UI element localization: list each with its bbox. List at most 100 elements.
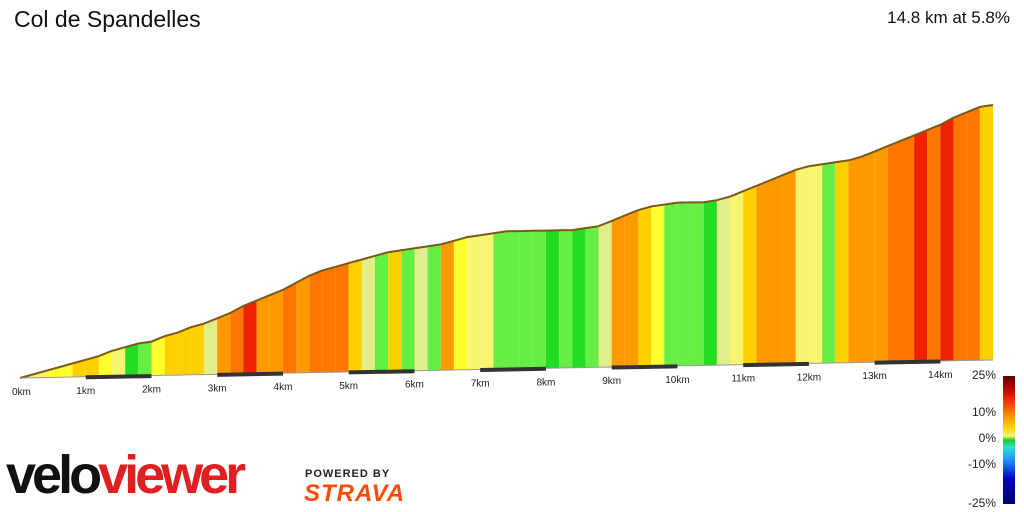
- gradient-segment: [559, 230, 573, 368]
- gradient-segment: [532, 230, 546, 369]
- km-segment-marker: [480, 366, 546, 372]
- gradient-segment: [677, 202, 691, 366]
- gradient-segment: [743, 185, 757, 365]
- gradient-segment: [414, 246, 428, 371]
- gradient-segment: [256, 295, 270, 374]
- gradient-segment: [98, 350, 112, 377]
- chart-title: Col de Spandelles: [14, 6, 201, 32]
- km-tick-label: 9km: [602, 376, 621, 387]
- legend-label-25: 25%: [971, 368, 996, 382]
- gradient-segment: [375, 252, 389, 372]
- gradient-segment: [664, 202, 678, 367]
- gradient-segment: [217, 312, 231, 375]
- gradient-segment: [335, 263, 349, 373]
- gradient-color-scale: [1003, 376, 1015, 504]
- gradient-segment: [151, 336, 165, 376]
- gradient-segment: [480, 233, 494, 370]
- km-tick-label: 3km: [208, 383, 227, 394]
- gradient-segment: [822, 162, 836, 364]
- gradient-segment: [690, 202, 704, 366]
- gradient-segment: [348, 259, 362, 372]
- km-segment-marker: [743, 361, 809, 368]
- gradient-segment: [901, 135, 915, 362]
- gradient-segment: [493, 231, 507, 370]
- km-tick-label: 13km: [862, 371, 886, 382]
- gradient-segment: [85, 356, 99, 377]
- gradient-segment: [638, 206, 652, 367]
- gradient-segment: [874, 146, 888, 363]
- gradient-segment: [269, 289, 283, 374]
- gradient-segment: [756, 180, 770, 365]
- km-tick-label: 7km: [471, 378, 490, 389]
- km-tick-label: 5km: [339, 381, 358, 392]
- gradient-segment: [72, 359, 86, 377]
- km-tick-label: 10km: [665, 375, 689, 386]
- gradient-segment: [927, 124, 941, 362]
- gradient-segment: [138, 341, 152, 376]
- legend-label-0: 0%: [978, 431, 996, 445]
- gradient-segment: [979, 105, 993, 361]
- gradient-segment: [401, 248, 415, 371]
- gradient-segment: [309, 270, 323, 373]
- gradient-segment: [322, 266, 336, 373]
- km-segment-marker: [348, 369, 415, 375]
- gradient-segment: [46, 367, 60, 378]
- gradient-segment: [361, 255, 375, 372]
- gradient-segment: [125, 343, 139, 377]
- elevation-profile-chart: 0km 1km 2km 3km 4km 5km 6km 7km 8km 9km 10km 11km 12…: [12, 104, 994, 398]
- veloviewer-logo: veloviewer: [6, 445, 246, 505]
- km-markers: 0km 1km 2km 3km 4km 5km 6km 7km 8km 9km 10km 11km 12…: [12, 359, 953, 398]
- gradient-segment: [848, 156, 862, 363]
- gradient-legend: 25% 10% 0% -10% -25%: [960, 368, 1024, 510]
- gradient-segment: [427, 244, 441, 371]
- gradient-segment: [545, 230, 560, 369]
- gradient-segment: [703, 200, 717, 366]
- gradient-segment: [769, 175, 783, 365]
- km-tick-label: 2km: [142, 385, 161, 396]
- strava-logo: STRAVA: [304, 480, 406, 507]
- km-tick-label: 8km: [536, 377, 555, 388]
- gradient-segment: [467, 235, 481, 370]
- gradient-segment: [887, 140, 901, 362]
- profile-outline: [19, 104, 994, 379]
- gradient-segment: [283, 282, 297, 374]
- gradient-segment: [966, 106, 980, 361]
- gradient-segment: [914, 130, 928, 362]
- gradient-segment: [164, 332, 178, 376]
- gradient-segment: [388, 250, 402, 372]
- powered-by-text: POWERED BY: [305, 468, 391, 480]
- km-tick-label: 0km: [12, 387, 31, 398]
- gradient-segment: [716, 196, 730, 366]
- gradient-segment: [177, 327, 191, 376]
- gradient-segment: [611, 215, 625, 368]
- gradient-segment: [651, 204, 665, 367]
- gradient-segment: [835, 160, 849, 363]
- gradient-segment: [506, 231, 520, 369]
- gradient-segment: [585, 226, 599, 368]
- gradient-segment: [795, 166, 809, 364]
- gradient-segment: [519, 230, 533, 369]
- gradient-segment: [598, 220, 612, 368]
- legend-label-neg10: -10%: [967, 457, 996, 471]
- km-tick-label: 12km: [797, 372, 821, 383]
- gradient-segment: [204, 318, 218, 375]
- gradient-segment: [953, 112, 967, 361]
- km-tick-label: 6km: [405, 380, 424, 391]
- km-tick-label: 4km: [274, 382, 293, 393]
- gradient-segment: [624, 210, 638, 367]
- gradient-segment: [243, 300, 257, 374]
- gradient-segment: [808, 164, 823, 364]
- legend-label-10: 10%: [971, 405, 996, 419]
- gradient-bars: [20, 105, 993, 378]
- km-segment-marker: [85, 374, 152, 380]
- km-tick-label: 14km: [928, 370, 952, 381]
- legend-label-neg25: -25%: [967, 496, 996, 510]
- km-segment-marker: [874, 359, 941, 365]
- gradient-segment: [861, 151, 875, 363]
- gradient-segment: [112, 347, 126, 377]
- km-segment-marker: [611, 364, 678, 370]
- gradient-segment: [572, 228, 586, 368]
- gradient-segment: [782, 169, 796, 364]
- gradient-segment: [190, 323, 205, 375]
- km-tick-label: 1km: [76, 386, 95, 397]
